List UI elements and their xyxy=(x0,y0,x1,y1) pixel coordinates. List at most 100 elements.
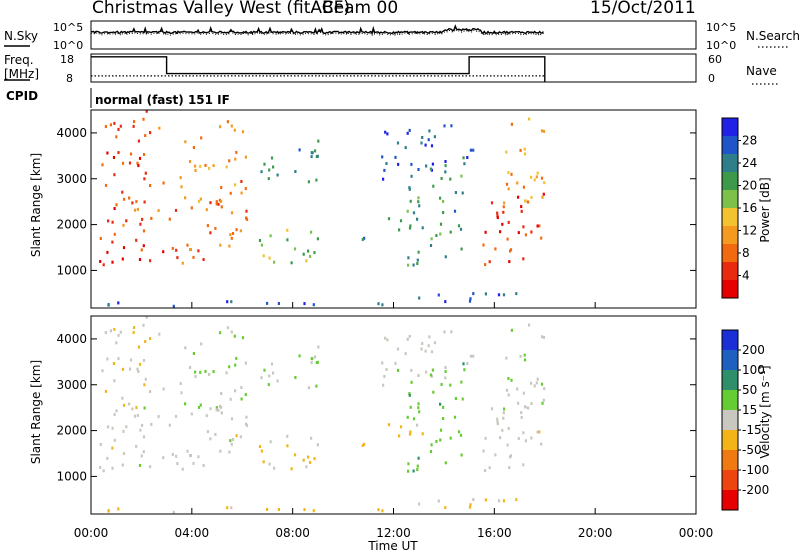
power-cell xyxy=(228,159,231,163)
power-cell xyxy=(143,177,146,181)
velocity-cell xyxy=(490,407,494,411)
velocity-cell xyxy=(430,350,434,354)
velocity-cell xyxy=(209,437,212,441)
velocity-cell xyxy=(128,402,131,406)
velocity-cell xyxy=(412,469,415,473)
velocity-cell xyxy=(106,357,109,361)
power-cell xyxy=(444,170,447,174)
velocity-cell xyxy=(542,398,545,402)
power-cell xyxy=(174,208,178,212)
velocity-cell xyxy=(469,503,472,507)
power-cell xyxy=(302,252,305,256)
x-tick-label: 00:00 xyxy=(679,526,714,540)
velocity-cell xyxy=(149,465,152,469)
power-heatmap xyxy=(99,109,546,308)
power-cell xyxy=(460,247,463,251)
power-cell xyxy=(197,199,201,203)
power-cell xyxy=(488,260,491,264)
power-cell xyxy=(439,222,443,226)
velocity-cell xyxy=(425,370,428,374)
velocity-cell xyxy=(463,368,466,372)
velocity-cell xyxy=(361,444,364,447)
power-cell xyxy=(240,191,243,195)
velocity-cell xyxy=(538,430,541,434)
power-cell xyxy=(484,230,487,234)
power-cell xyxy=(416,262,419,265)
x-tick-label: 20:00 xyxy=(578,526,613,540)
velocity-cell xyxy=(502,416,505,420)
plot-title: Christmas Valley West (fitACF) xyxy=(92,0,350,18)
velocity-cell xyxy=(535,381,538,385)
velocity-cell xyxy=(307,455,310,459)
power-cell xyxy=(226,120,229,124)
velocity-cell xyxy=(460,453,463,457)
power-cell xyxy=(449,230,452,234)
velocity-cell xyxy=(506,443,509,447)
power-cell xyxy=(384,130,387,134)
power-cell xyxy=(522,225,525,229)
y-tick-label: 1000 xyxy=(56,263,87,277)
velocity-cell xyxy=(396,347,400,351)
velocity-cell xyxy=(140,454,143,458)
velocity-cell xyxy=(484,436,487,440)
power-cell xyxy=(272,165,275,169)
velocity-cell xyxy=(174,414,178,418)
power-cell xyxy=(186,243,189,247)
power-cell xyxy=(510,122,513,126)
velocity-cell xyxy=(313,457,316,461)
power-cell xyxy=(263,162,266,166)
velocity-cell xyxy=(131,407,134,411)
velocity-cell xyxy=(449,383,452,387)
colorbar-tick-label: 50 xyxy=(742,383,757,397)
velocity-cell xyxy=(206,430,209,434)
power-cell xyxy=(418,204,421,208)
velocity-cell xyxy=(408,392,411,396)
velocity-cell xyxy=(220,405,223,409)
power-cell xyxy=(507,220,510,224)
y-tick-label: 4000 xyxy=(56,332,87,346)
power-cell xyxy=(462,156,465,160)
velocity-cell xyxy=(435,440,438,443)
power-cell xyxy=(234,157,237,161)
velocity-cell xyxy=(217,408,220,412)
power-cell xyxy=(444,160,447,163)
power-cell xyxy=(197,249,200,253)
power-cell xyxy=(189,160,192,163)
power-cell xyxy=(540,176,544,180)
velocity-cell xyxy=(418,502,421,506)
power-cell xyxy=(444,300,447,304)
colorbar-segment xyxy=(722,244,738,263)
colorbar-segment xyxy=(722,370,738,391)
velocity-cell xyxy=(484,469,487,473)
velocity-cell xyxy=(162,456,165,460)
power-cell xyxy=(530,230,533,234)
power-cell xyxy=(139,222,142,226)
power-cell xyxy=(157,209,160,213)
velocity-cell xyxy=(482,449,485,453)
velocity-cell xyxy=(437,499,440,503)
velocity-cell xyxy=(307,386,310,390)
velocity-cell xyxy=(112,362,116,365)
power-cell xyxy=(209,201,212,205)
colorbar-segment xyxy=(722,226,738,245)
power-cell xyxy=(192,255,195,259)
velocity-cell xyxy=(277,508,280,511)
power-cell xyxy=(235,228,238,232)
colorbar-segment xyxy=(722,450,738,471)
power-cell xyxy=(149,184,152,187)
power-cell xyxy=(141,217,144,221)
velocity-cell xyxy=(398,434,401,438)
velocity-cell xyxy=(523,358,527,362)
power-cell xyxy=(505,182,509,186)
power-cell xyxy=(406,209,409,213)
velocity-cell xyxy=(536,377,539,381)
velocity-cell xyxy=(384,336,387,340)
velocity-cell xyxy=(386,338,389,342)
power-cell xyxy=(406,131,409,135)
velocity-cell xyxy=(310,357,313,361)
velocity-cell xyxy=(510,378,513,382)
power-cell xyxy=(273,260,276,264)
power-cell xyxy=(107,219,110,223)
velocity-cell xyxy=(135,444,138,448)
velocity-cell xyxy=(497,499,501,503)
